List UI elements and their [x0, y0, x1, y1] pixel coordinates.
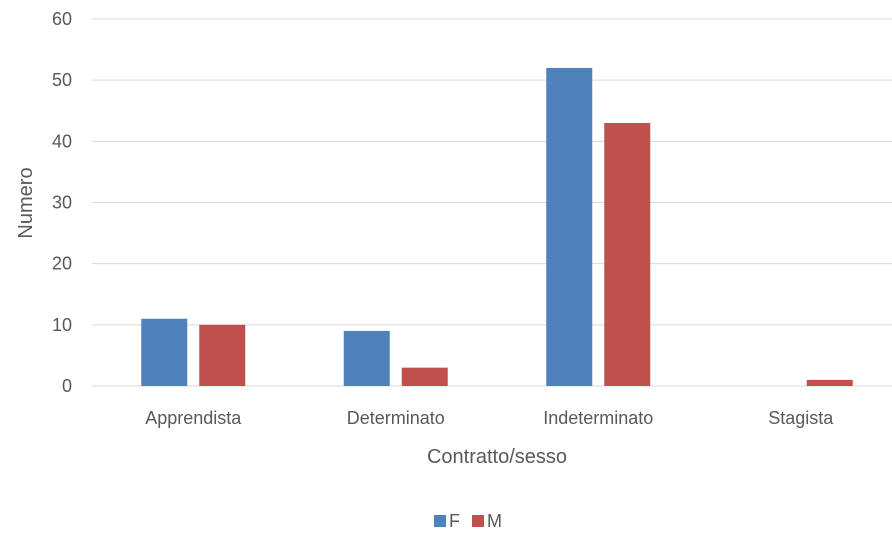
bar-m-apprendista [199, 324, 246, 386]
legend-label-m: M [487, 511, 502, 531]
y-tick-label: 10 [52, 315, 72, 335]
bar-f-indeterminato [546, 67, 593, 386]
y-tick-label: 20 [52, 254, 72, 274]
x-category-label: Determinato [347, 408, 445, 428]
bar-m-determinato [401, 367, 448, 386]
bar-m-indeterminato [604, 122, 651, 386]
y-tick-label: 0 [62, 376, 72, 396]
legend-swatch-f [434, 515, 446, 527]
bar-m-stagista [806, 379, 853, 386]
bar-f-determinato [343, 330, 390, 386]
y-tick-label: 30 [52, 193, 72, 213]
x-category-label: Apprendista [145, 408, 242, 428]
legend-label-f: F [449, 511, 460, 531]
bars [141, 67, 853, 386]
legend-swatch-m [472, 515, 484, 527]
bar-f-apprendista [141, 318, 188, 386]
y-axis-ticks: 0 10 20 30 40 50 60 [52, 9, 72, 396]
y-tick-label: 50 [52, 70, 72, 90]
y-tick-label: 60 [52, 9, 72, 29]
x-category-label: Indeterminato [543, 408, 653, 428]
x-category-label: Stagista [768, 408, 834, 428]
x-axis-title: Contratto/sesso [427, 446, 567, 468]
y-axis-title: Numero [15, 167, 37, 238]
x-axis-categories: Apprendista Determinato Indeterminato Stagi… [145, 408, 834, 428]
y-tick-label: 40 [52, 131, 72, 151]
